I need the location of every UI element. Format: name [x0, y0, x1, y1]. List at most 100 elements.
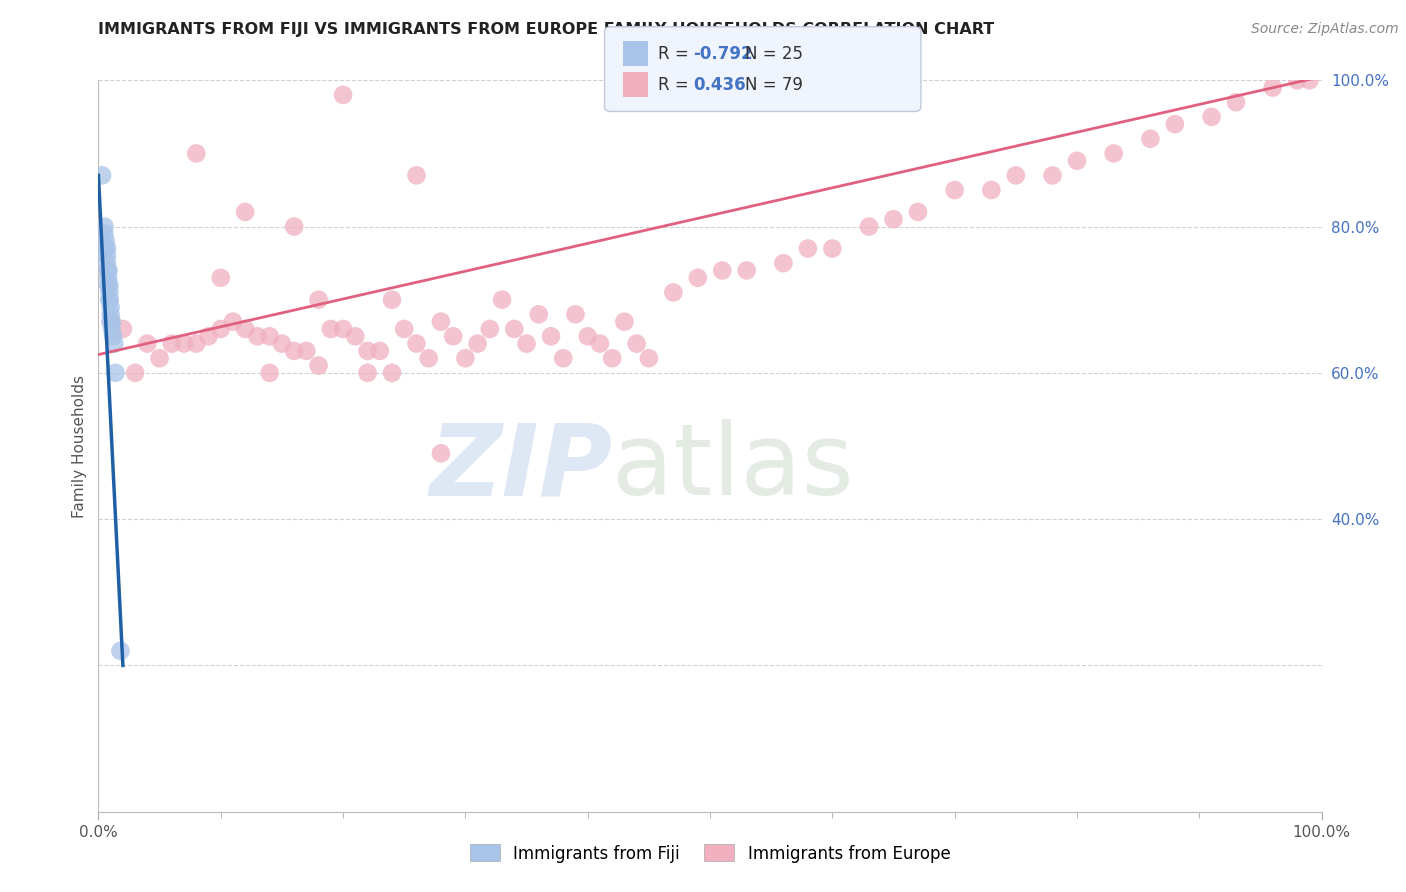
Point	[100, 300, 122, 314]
Point	[222, 315, 245, 329]
Point	[772, 256, 794, 270]
Point	[600, 351, 623, 366]
Point	[626, 336, 648, 351]
Point	[308, 293, 330, 307]
Point	[97, 278, 120, 293]
Point	[883, 212, 905, 227]
Point	[91, 169, 114, 183]
Point	[491, 293, 513, 307]
Point	[405, 336, 427, 351]
Point	[98, 285, 121, 300]
Point	[478, 322, 501, 336]
Point	[1298, 73, 1320, 87]
Point	[97, 270, 120, 285]
Point	[101, 322, 124, 336]
Text: N = 79: N = 79	[745, 76, 803, 94]
Point	[735, 263, 758, 277]
Text: -0.792: -0.792	[693, 45, 752, 62]
Point	[93, 227, 115, 241]
Point	[392, 322, 416, 336]
Point	[246, 329, 269, 343]
Point	[467, 336, 489, 351]
Point	[332, 322, 354, 336]
Point	[637, 351, 661, 366]
Point	[98, 278, 121, 293]
Point	[259, 366, 281, 380]
Text: R =: R =	[658, 76, 695, 94]
Point	[319, 322, 342, 336]
Point	[197, 329, 219, 343]
Point	[101, 315, 124, 329]
Point	[1004, 169, 1026, 183]
Text: IMMIGRANTS FROM FIJI VS IMMIGRANTS FROM EUROPE FAMILY HOUSEHOLDS CORRELATION CHA: IMMIGRANTS FROM FIJI VS IMMIGRANTS FROM …	[98, 22, 994, 37]
Point	[124, 366, 146, 380]
Point	[1042, 169, 1064, 183]
Point	[980, 183, 1002, 197]
Point	[93, 219, 115, 234]
Point	[308, 359, 330, 373]
Point	[711, 263, 734, 277]
Point	[160, 336, 183, 351]
Point	[100, 307, 122, 321]
Point	[943, 183, 966, 197]
Point	[430, 446, 453, 460]
Point	[98, 293, 121, 307]
Point	[259, 329, 281, 343]
Text: N = 25: N = 25	[745, 45, 803, 62]
Point	[186, 336, 208, 351]
Text: 0.436: 0.436	[693, 76, 745, 94]
Point	[515, 336, 537, 351]
Point	[104, 366, 127, 380]
Point	[1286, 73, 1309, 87]
Point	[110, 644, 132, 658]
Point	[233, 322, 256, 336]
Point	[405, 169, 427, 183]
Point	[797, 242, 820, 256]
Point	[101, 329, 124, 343]
Text: Source: ZipAtlas.com: Source: ZipAtlas.com	[1251, 22, 1399, 37]
Point	[1164, 117, 1187, 131]
Point	[94, 242, 117, 256]
Point	[96, 242, 118, 256]
Point	[344, 329, 367, 343]
Point	[418, 351, 440, 366]
Point	[356, 343, 378, 358]
Point	[1261, 80, 1284, 95]
Point	[454, 351, 477, 366]
Point	[97, 263, 120, 277]
Point	[100, 315, 122, 329]
Point	[270, 336, 294, 351]
Point	[295, 343, 318, 358]
Point	[1201, 110, 1223, 124]
Point	[907, 205, 929, 219]
Point	[356, 366, 378, 380]
Point	[209, 270, 232, 285]
Point	[173, 336, 195, 351]
Text: ZIP: ZIP	[429, 419, 612, 516]
Legend: Immigrants from Fiji, Immigrants from Europe: Immigrants from Fiji, Immigrants from Eu…	[463, 838, 957, 869]
Point	[97, 263, 120, 277]
Point	[100, 315, 122, 329]
Text: R =: R =	[658, 45, 695, 62]
Point	[858, 219, 880, 234]
Point	[589, 336, 612, 351]
Point	[96, 256, 118, 270]
Point	[1225, 95, 1247, 110]
Point	[111, 322, 134, 336]
Point	[209, 322, 232, 336]
Point	[332, 87, 354, 102]
Point	[662, 285, 685, 300]
Point	[1102, 146, 1125, 161]
Point	[96, 249, 118, 263]
Point	[136, 336, 159, 351]
Point	[186, 146, 208, 161]
Point	[540, 329, 562, 343]
Point	[149, 351, 172, 366]
Point	[686, 270, 709, 285]
Point	[527, 307, 550, 321]
Point	[283, 219, 305, 234]
Point	[821, 242, 844, 256]
Point	[430, 315, 453, 329]
Point	[564, 307, 586, 321]
Point	[98, 293, 121, 307]
